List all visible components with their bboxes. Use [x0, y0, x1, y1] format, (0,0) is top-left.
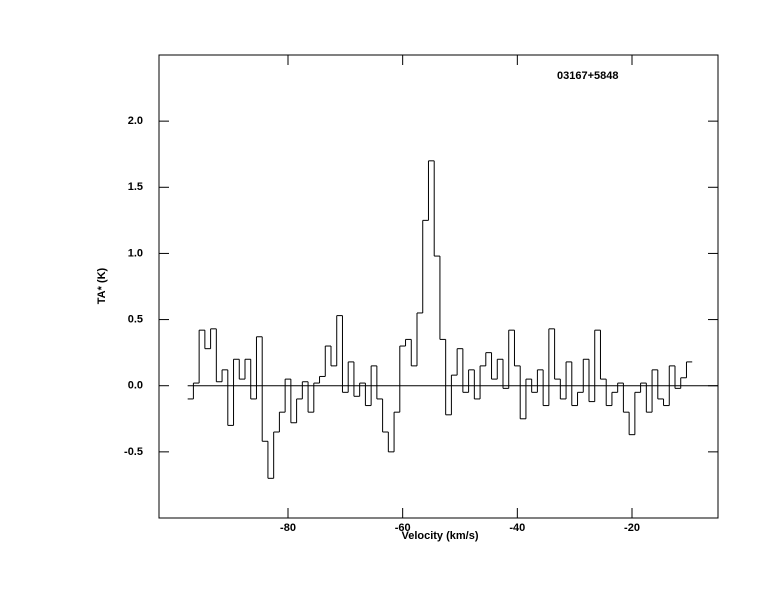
y-tick-label: 2.0 [128, 115, 143, 127]
x-axis-label: Velocity (km/s) [401, 530, 478, 542]
chart-title: 03167+5848 [557, 70, 618, 82]
y-tick-label: 0.5 [128, 313, 143, 325]
y-tick-label: 1.5 [128, 181, 143, 193]
y-tick-label: 0.0 [128, 380, 143, 392]
x-tick-label: -80 [280, 522, 296, 534]
y-tick-label: -0.5 [124, 446, 143, 458]
y-axis-label: TA* (K) [96, 267, 108, 304]
plot-frame [158, 54, 719, 519]
x-tick-label: -40 [509, 522, 525, 534]
x-tick-label: -20 [624, 522, 640, 534]
y-tick-label: 1.0 [128, 247, 143, 259]
x-tick-label: -60 [395, 522, 411, 534]
